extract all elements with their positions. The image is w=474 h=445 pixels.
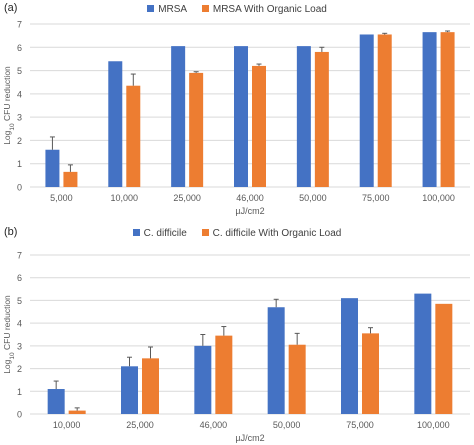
x-tick-label: 46,000: [200, 420, 228, 430]
legend-label: MRSA With Organic Load: [212, 4, 327, 15]
y-tick-label: 6: [17, 273, 22, 283]
bar-series-1: [108, 61, 123, 187]
legend-label: MRSA: [158, 4, 188, 15]
x-tick-label: 10,000: [111, 193, 139, 203]
bar-series-2: [288, 344, 306, 414]
y-tick-label: 1: [17, 387, 22, 397]
x-tick-label: 50,000: [273, 420, 301, 430]
y-tick-label: 3: [17, 113, 22, 123]
legend-label: C. difficile: [143, 228, 187, 239]
y-tick-label: 0: [17, 183, 22, 193]
x-tick-label: 25,000: [126, 420, 154, 430]
bar-series-1: [296, 46, 311, 187]
x-tick-label: 46,000: [236, 193, 264, 203]
y-tick-label: 4: [17, 89, 22, 99]
bar-series-2: [126, 85, 141, 187]
bar-series-1: [47, 389, 65, 414]
y-axis-title: Log10 CFU reduction: [2, 66, 16, 145]
x-tick-label: 100,000: [417, 420, 450, 430]
bar-series-1: [194, 345, 212, 414]
y-tick-label: 0: [17, 410, 22, 420]
bar-series-2: [435, 303, 453, 414]
x-axis-title: µJ/cm2: [235, 206, 264, 216]
chart-panel-a: (a) MRSA MRSA With Organic Load 0 1 2 3 4 5 6 7…: [0, 0, 474, 222]
chart-panel-b: (b) C. difficile C. difficile With Organ…: [0, 224, 474, 445]
bar-series-1: [359, 34, 374, 187]
legend-item-series-2: C. difficile With Organic Load: [201, 228, 342, 239]
bar-series-1: [414, 293, 432, 414]
panel-label: (a): [4, 2, 18, 14]
bar-series-2: [142, 358, 159, 414]
x-axis-title: µJ/cm2: [235, 433, 264, 443]
y-tick-label: 5: [17, 66, 22, 76]
legend-item-series-1: MRSA: [147, 4, 187, 15]
chart-legend: MRSA MRSA With Organic Load: [0, 4, 474, 15]
bar-series-1: [341, 298, 358, 414]
x-tick-label: 10,000: [53, 420, 81, 430]
bar-series-2: [362, 333, 379, 414]
y-tick-label: 7: [17, 20, 22, 30]
y-tick-label: 2: [17, 364, 22, 374]
y-tick-label: 4: [17, 319, 22, 329]
bar-series-2: [63, 171, 78, 187]
y-tick-label: 6: [17, 43, 22, 53]
legend-swatch: [201, 5, 209, 12]
y-tick-label: 2: [17, 136, 22, 146]
bar-series-2: [215, 335, 233, 414]
chart-legend: C. difficile C. difficile With Organic L…: [0, 228, 474, 239]
x-tick-label: 5,000: [50, 193, 73, 203]
legend-item-series-2: MRSA With Organic Load: [201, 4, 327, 15]
bar-series-2: [377, 34, 392, 187]
y-tick-label: 5: [17, 296, 22, 306]
legend-swatch: [147, 5, 155, 12]
bar-series-1: [121, 366, 138, 414]
bar-series-2: [314, 51, 329, 187]
x-tick-label: 75,000: [362, 193, 390, 203]
bar-series-2: [440, 32, 455, 188]
bar-series-2: [252, 65, 266, 187]
x-tick-label: 25,000: [173, 193, 201, 203]
x-tick-label: 50,000: [299, 193, 327, 203]
bar-series-1: [267, 307, 285, 414]
y-tick-label: 7: [17, 251, 22, 261]
bar-series-1: [422, 32, 437, 188]
legend-swatch: [132, 229, 140, 236]
bar-series-2: [189, 72, 204, 187]
bar-chart-a: 0 1 2 3 4 5 6 7 Log10 CFU reduction 5,000 10,000 25…: [2, 20, 470, 216]
bar-series-1: [234, 46, 248, 187]
x-tick-label: 100,000: [422, 193, 455, 203]
y-tick-label: 3: [17, 341, 22, 351]
panel-label: (b): [4, 226, 18, 238]
legend-swatch: [201, 229, 209, 236]
bar-series-1: [45, 149, 60, 187]
bar-series-2: [68, 410, 86, 414]
bar-series-1: [171, 46, 186, 187]
y-tick-label: 1: [17, 159, 22, 169]
legend-item-series-1: C. difficile: [132, 228, 187, 239]
legend-label: C. difficile With Organic Load: [212, 228, 342, 239]
bar-chart-b: 0 1 2 3 4 5 6 7 Log10 CFU reduction 10,000 25,000 4…: [2, 251, 470, 443]
x-tick-label: 75,000: [346, 420, 374, 430]
y-axis-title: Log10 CFU reduction: [2, 295, 16, 374]
